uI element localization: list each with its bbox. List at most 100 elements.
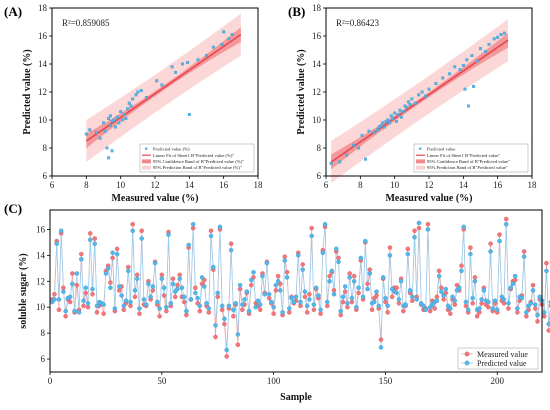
x-tick-label: 12 — [425, 180, 434, 190]
measured-point — [412, 228, 417, 233]
data-point — [475, 59, 479, 63]
data-point — [124, 117, 128, 121]
predicted-point — [441, 293, 446, 298]
predicted-point — [506, 301, 511, 306]
x-tick-label: 8 — [84, 180, 89, 190]
y-tick-label: 8 — [317, 143, 322, 153]
data-point — [108, 124, 112, 128]
x-tick-label: 16 — [493, 180, 503, 190]
predicted-point — [318, 307, 323, 313]
predicted-point — [307, 297, 312, 302]
predicted-point — [414, 297, 420, 302]
measured-point — [302, 294, 308, 300]
predicted-point — [465, 307, 471, 313]
data-point — [107, 117, 111, 121]
predicted-point — [365, 286, 370, 292]
predicted-point — [398, 279, 404, 284]
measured-point — [67, 299, 73, 305]
predicted-point — [280, 310, 285, 315]
predicted-point — [70, 281, 75, 287]
y-axis-title: Predicted value (%) — [296, 49, 307, 134]
measured-point — [541, 314, 547, 319]
predicted-point — [463, 299, 469, 305]
data-point — [413, 101, 417, 105]
data-point — [391, 117, 395, 121]
predicted-point — [351, 279, 357, 284]
predicted-point — [481, 288, 487, 293]
series-line — [51, 222, 550, 350]
measured-point — [184, 312, 189, 318]
legend-marker — [464, 360, 470, 366]
data-point — [170, 65, 174, 69]
data-point — [134, 93, 138, 97]
predicted-point — [300, 267, 305, 272]
predicted-point — [320, 250, 326, 256]
y-tick-label: 14 — [36, 250, 46, 260]
data-point — [357, 146, 361, 150]
data-point — [120, 118, 124, 122]
predicted-point — [123, 298, 129, 303]
measured-point — [374, 293, 379, 298]
predicted-point — [146, 281, 151, 287]
legend-entry: Linear Fit of Sheet1 B"Predicted value (… — [153, 153, 234, 158]
measured-point — [159, 272, 165, 278]
measured-point — [340, 299, 346, 305]
predicted-point — [477, 306, 482, 311]
predicted-point — [396, 297, 402, 302]
measured-point — [170, 276, 176, 281]
data-point — [95, 131, 99, 135]
predicted-point — [423, 307, 428, 313]
data-point — [112, 118, 116, 122]
predicted-point — [508, 285, 513, 291]
predicted-point — [85, 301, 91, 306]
measured-point — [544, 260, 549, 266]
data-point — [427, 87, 431, 91]
measured-point — [425, 222, 431, 227]
measured-point — [190, 225, 196, 231]
predicted-point — [293, 294, 299, 300]
measured-point — [497, 232, 502, 237]
measured-point — [193, 285, 198, 291]
predicted-point — [148, 294, 153, 300]
measured-point — [181, 299, 187, 305]
predicted-point — [157, 306, 162, 311]
measured-point — [396, 301, 402, 306]
measured-point — [546, 328, 550, 333]
y-tick-label: 14 — [38, 59, 48, 69]
measured-point — [470, 301, 475, 306]
predicted-point — [121, 303, 127, 309]
data-point — [389, 114, 393, 118]
y-axis-title: soluble sugar (%) — [18, 253, 29, 328]
measured-point — [501, 301, 507, 306]
predicted-point — [334, 246, 339, 252]
predicted-point — [186, 242, 191, 248]
data-point — [181, 62, 184, 66]
measured-point — [347, 271, 352, 276]
data-point — [98, 136, 102, 140]
measured-point — [79, 251, 84, 257]
predicted-point — [363, 238, 368, 244]
predicted-point — [249, 277, 254, 283]
predicted-point — [119, 293, 124, 298]
legend-frame — [413, 143, 529, 173]
data-point — [329, 161, 333, 165]
measured-point — [128, 303, 133, 309]
data-point — [144, 96, 148, 100]
predicted-point — [450, 294, 455, 300]
predicted-point — [152, 260, 158, 266]
x-tick-label: 100 — [267, 376, 281, 386]
measured-point — [309, 225, 314, 231]
predicted-point — [257, 302, 263, 307]
predicted-point — [114, 251, 120, 257]
data-point — [448, 72, 452, 76]
predicted-point — [155, 299, 160, 305]
predicted-point — [291, 299, 297, 305]
legend-swatch-confidence — [142, 159, 151, 164]
measured-point — [369, 307, 375, 313]
predicted-point — [358, 255, 364, 261]
measured-point — [387, 245, 393, 250]
predicted-point — [331, 291, 337, 297]
predicted-point — [166, 232, 171, 237]
predicted-point — [244, 289, 250, 294]
